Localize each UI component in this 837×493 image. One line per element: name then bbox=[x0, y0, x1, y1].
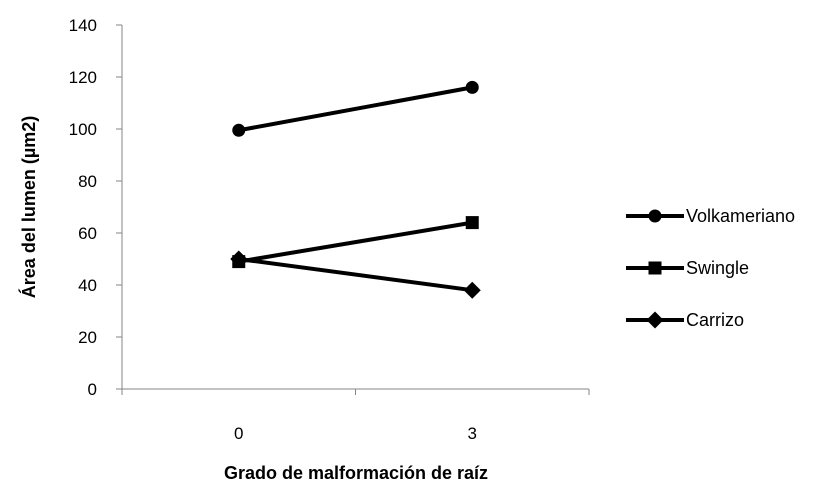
legend-item-carrizo: Carrizo bbox=[626, 310, 744, 330]
legend-label: Volkameriano bbox=[686, 206, 795, 226]
data-point-carrizo bbox=[230, 250, 248, 268]
y-axis-ticks: 0 20 40 60 80 100 120 140 bbox=[69, 16, 122, 399]
series-volkameriano bbox=[232, 80, 479, 137]
series-line-volkameriano bbox=[238, 85, 473, 133]
legend-marker-volkameriano bbox=[648, 209, 662, 223]
series-layer bbox=[230, 80, 481, 299]
legend-marker-carrizo bbox=[646, 311, 664, 329]
y-tick-label: 40 bbox=[78, 276, 97, 295]
data-point-carrizo bbox=[463, 281, 481, 299]
x-tick-label: 0 bbox=[234, 424, 243, 443]
y-tick-label: 0 bbox=[88, 380, 97, 399]
y-tick-label: 120 bbox=[69, 68, 97, 87]
legend-item-swingle: Swingle bbox=[626, 258, 749, 278]
y-tick-label: 60 bbox=[78, 224, 97, 243]
series-swingle bbox=[232, 216, 479, 269]
legend-label: Swingle bbox=[686, 258, 749, 278]
y-tick-label: 80 bbox=[78, 172, 97, 191]
x-axis-title: Grado de malformación de raíz bbox=[224, 463, 488, 483]
series-line-carrizo bbox=[238, 257, 473, 293]
series-carrizo bbox=[230, 250, 481, 299]
legend-marker-swingle bbox=[648, 261, 662, 275]
data-point-swingle bbox=[465, 216, 479, 230]
y-tick-label: 140 bbox=[69, 16, 97, 35]
y-axis-title: Área del lumen (µm2) bbox=[18, 116, 39, 298]
data-point-volkameriano bbox=[232, 123, 246, 137]
data-point-volkameriano bbox=[465, 80, 479, 94]
x-tick-label: 3 bbox=[468, 424, 477, 443]
legend: Volkameriano Swingle Carrizo bbox=[626, 206, 795, 330]
legend-label: Carrizo bbox=[686, 310, 744, 330]
legend-item-volkameriano: Volkameriano bbox=[626, 206, 795, 226]
y-tick-label: 100 bbox=[69, 120, 97, 139]
y-tick-label: 20 bbox=[78, 328, 97, 347]
series-line-swingle bbox=[238, 220, 473, 264]
